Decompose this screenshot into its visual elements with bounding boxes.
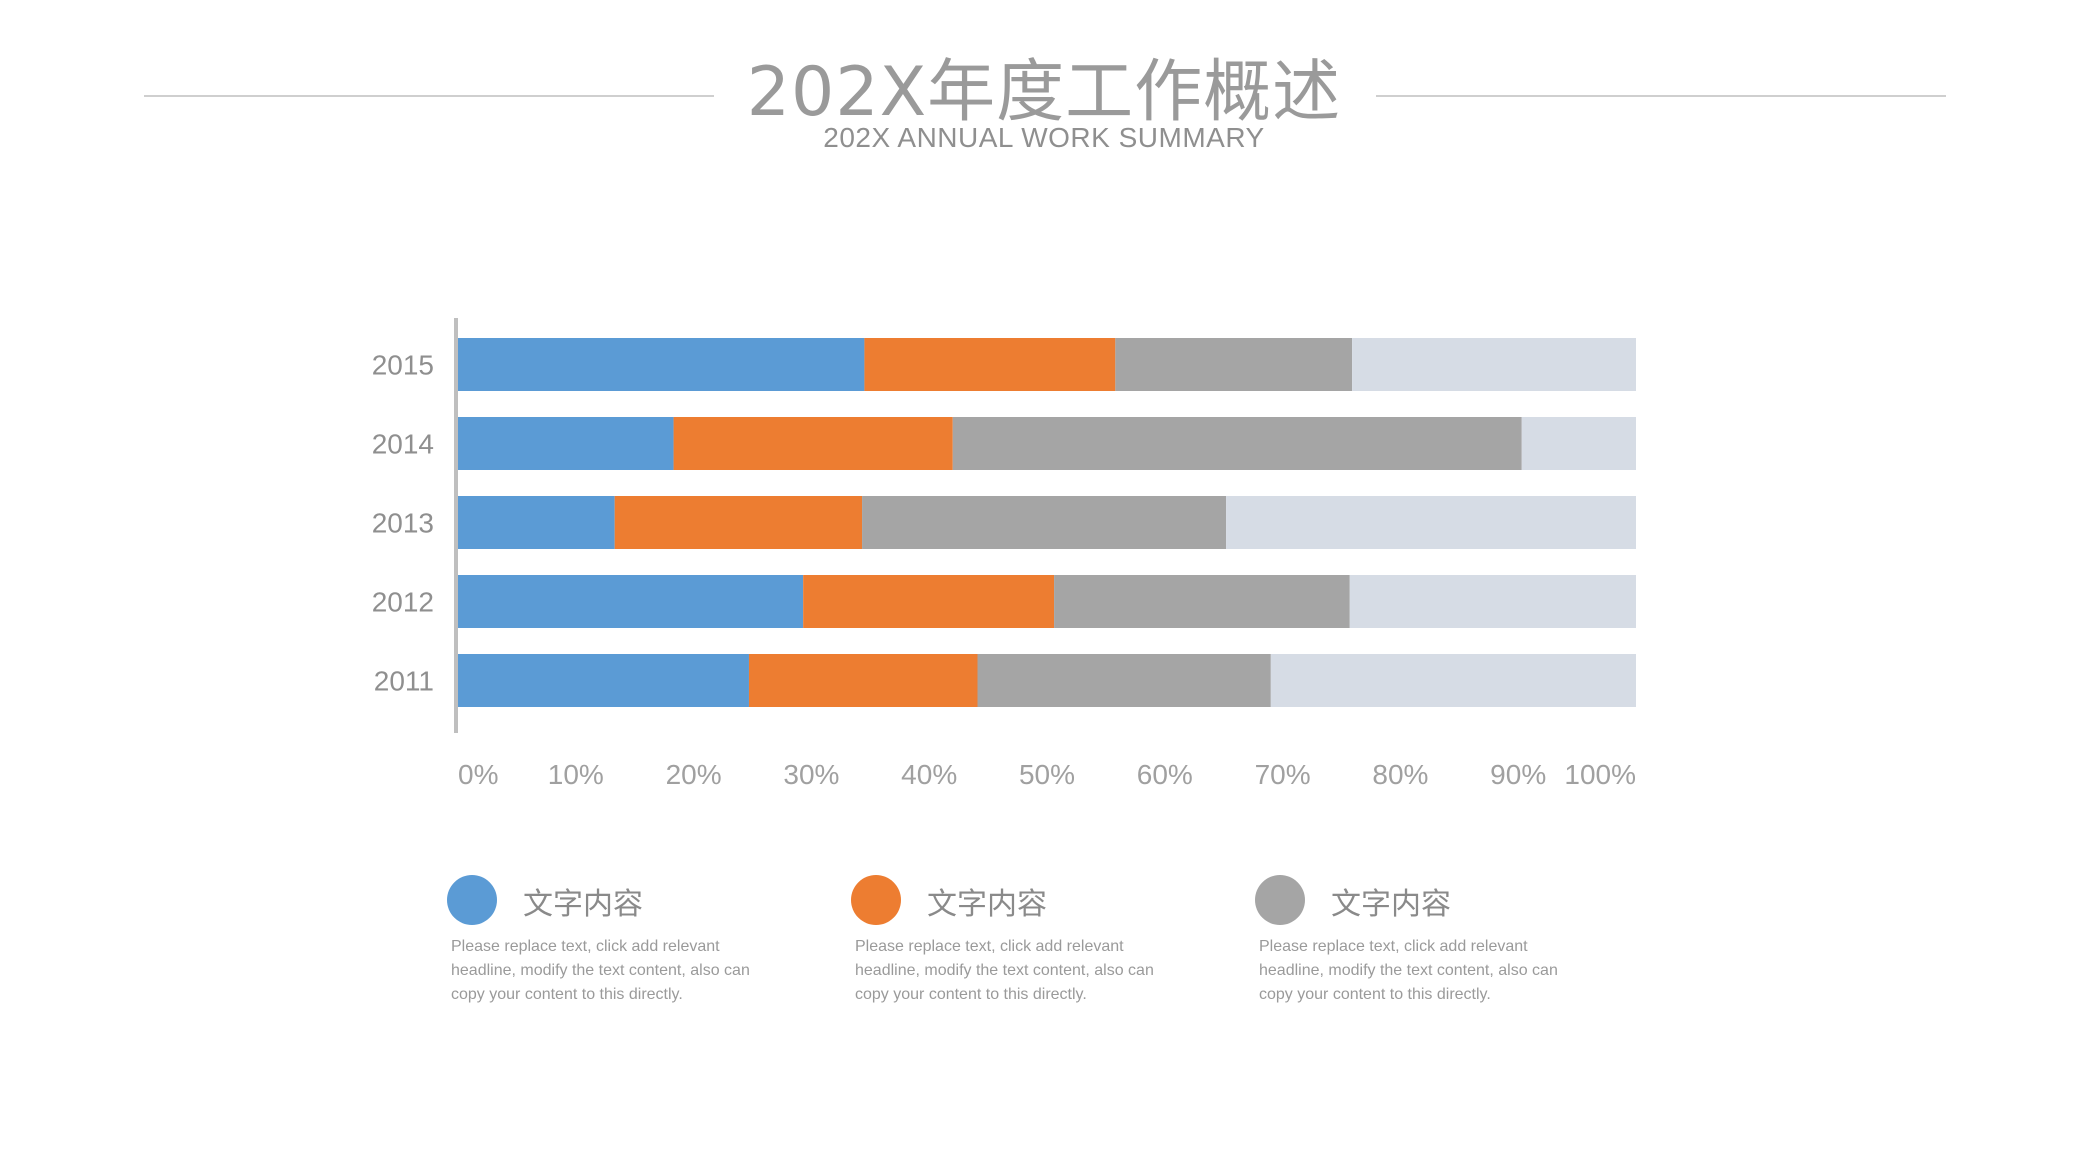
bar-2013-series-3 xyxy=(862,496,1227,549)
x-tick-label: 40% xyxy=(901,759,957,790)
legend-dot-gray-icon xyxy=(1255,875,1305,925)
bar-2012-series-1 xyxy=(458,575,804,628)
bar-2013-series-4 xyxy=(1226,496,1636,549)
legend-description: Please replace text, click add relevant … xyxy=(855,938,1154,1003)
bar-2013-series-1 xyxy=(458,496,615,549)
bar-2015-series-4 xyxy=(1352,338,1636,391)
legend-dot-blue-icon xyxy=(447,875,497,925)
x-tick-label: 10% xyxy=(548,759,604,790)
x-tick-label: 30% xyxy=(783,759,839,790)
x-tick-label: 90% xyxy=(1490,759,1546,790)
bar-2014-series-1 xyxy=(458,417,674,470)
bar-2011-series-2 xyxy=(748,654,978,707)
page-subtitle: 202X ANNUAL WORK SUMMARY xyxy=(823,122,1265,153)
bar-2011-series-3 xyxy=(977,654,1271,707)
x-tick-label: 70% xyxy=(1255,759,1311,790)
y-tick-label: 2011 xyxy=(374,666,434,697)
bar-2015-series-1 xyxy=(458,338,865,391)
x-tick-label: 0% xyxy=(458,759,498,790)
header-rule-left xyxy=(144,95,714,97)
legend-label: 文字内容 xyxy=(523,887,643,922)
legend-dot-orange-icon xyxy=(851,875,901,925)
x-tick-label: 20% xyxy=(666,759,722,790)
bar-2012-series-2 xyxy=(803,575,1055,628)
bar-2011-series-4 xyxy=(1270,654,1636,707)
x-tick-label: 60% xyxy=(1137,759,1193,790)
x-tick-label: 50% xyxy=(1019,759,1075,790)
bar-2014-series-3 xyxy=(952,417,1522,470)
page-title: 202X年度工作概述 xyxy=(746,53,1342,132)
bar-2014-series-2 xyxy=(673,417,953,470)
y-tick-label: 2014 xyxy=(372,429,434,460)
bar-2011-series-1 xyxy=(458,654,749,707)
bar-2012-series-3 xyxy=(1054,575,1350,628)
x-tick-label: 100% xyxy=(1564,759,1636,790)
y-tick-label: 2015 xyxy=(372,350,434,381)
y-tick-label: 2012 xyxy=(372,587,434,618)
y-tick-label: 2013 xyxy=(372,508,434,539)
legend-description: Please replace text, click add relevant … xyxy=(1259,938,1558,1003)
bar-2015-series-3 xyxy=(1115,338,1353,391)
header-rule-right xyxy=(1376,95,1946,97)
bar-2014-series-4 xyxy=(1521,417,1636,470)
legend-label: 文字内容 xyxy=(1331,887,1451,922)
bar-2015-series-2 xyxy=(864,338,1116,391)
legend-description: Please replace text, click add relevant … xyxy=(451,938,750,1003)
bar-2012-series-4 xyxy=(1349,575,1636,628)
legend-label: 文字内容 xyxy=(927,887,1047,922)
bar-2013-series-2 xyxy=(614,496,863,549)
x-tick-label: 80% xyxy=(1372,759,1428,790)
